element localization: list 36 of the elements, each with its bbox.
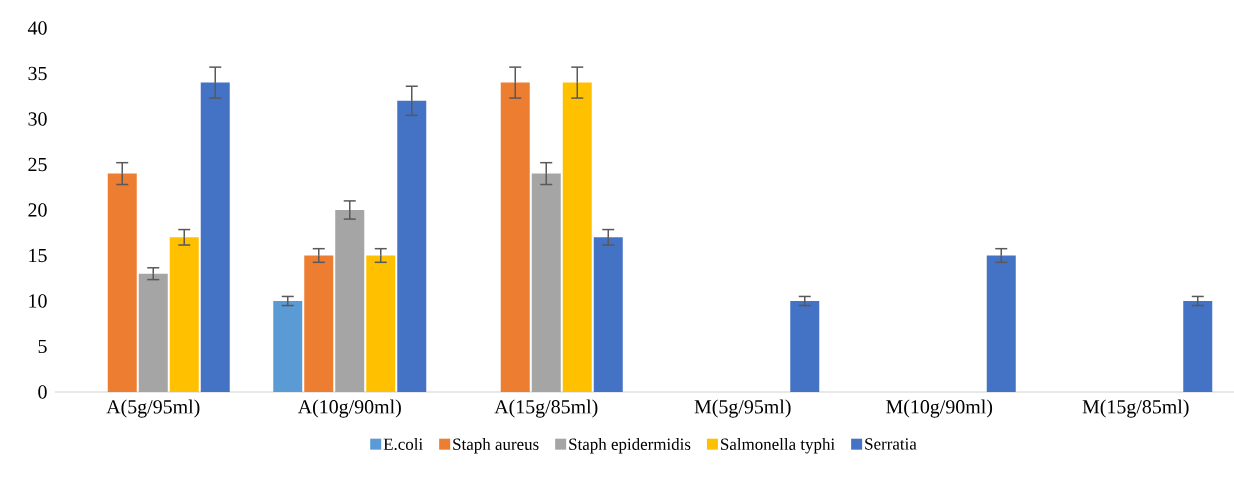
x-tick-label: M(10g/90ml) (886, 399, 993, 418)
legend-label: E.coli (383, 438, 423, 451)
y-tick-label: 40 (27, 21, 47, 35)
x-tick-label: A(15g/85ml) (494, 399, 598, 418)
bar (500, 82, 530, 392)
bar (562, 82, 592, 392)
y-tick-label: 5 (38, 339, 47, 354)
legend-label: Salmonella typhi (721, 438, 835, 454)
x-tick-label: A(5g/95ml) (106, 399, 200, 418)
x-tick-label: M(5g/95ml) (694, 399, 791, 418)
bar (273, 301, 303, 392)
legend-label: Staph aureus (453, 438, 539, 454)
bar (138, 273, 168, 392)
y-tick-label: 0 (38, 385, 47, 399)
bar (1183, 301, 1213, 392)
bar (169, 237, 199, 392)
bar (790, 301, 820, 392)
bar (531, 173, 561, 392)
bar (366, 255, 396, 392)
y-tick-label: 15 (29, 248, 47, 263)
bar (304, 255, 334, 392)
y-tick-label: 30 (28, 112, 47, 126)
bar (397, 100, 427, 392)
y-tick-label: 35 (28, 66, 47, 81)
bar (335, 210, 365, 392)
y-tick-label: 10 (29, 294, 47, 308)
legend-label: Serratia (865, 438, 917, 450)
bar (200, 82, 230, 392)
y-tick-label: 25 (28, 157, 47, 172)
x-tick-label: A(10g/90ml) (297, 399, 401, 418)
y-tick-label: 20 (28, 203, 47, 217)
legend-label: Staph epidermidis (569, 438, 691, 454)
bar (107, 173, 137, 392)
bar (986, 255, 1016, 392)
bar (593, 237, 623, 392)
x-tick-label: M(15g/85ml) (1082, 399, 1189, 418)
